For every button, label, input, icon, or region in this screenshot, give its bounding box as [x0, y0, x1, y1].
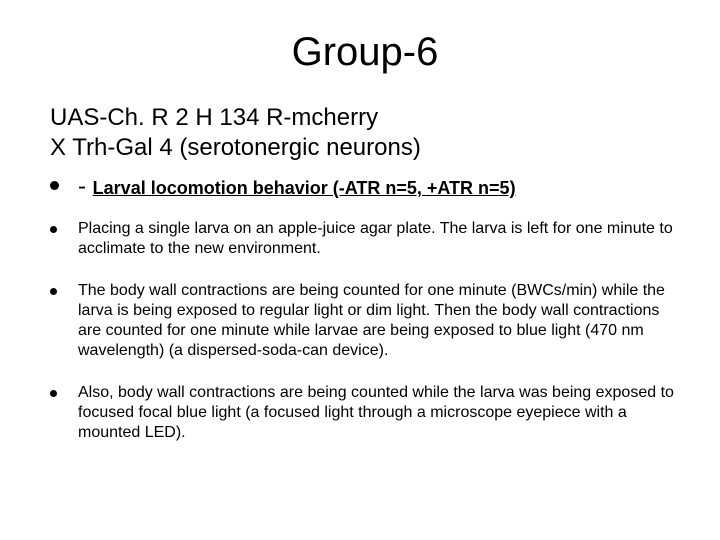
subtitle-line-2: X Trh-Gal 4 (serotonergic neurons) [50, 133, 680, 163]
bullet-2-text: Placing a single larva on an apple-juice… [78, 220, 673, 257]
bullet-4-text: Also, body wall contractions are being c… [78, 384, 674, 441]
bullet-dot-icon [50, 226, 57, 233]
subtitle-line-1: UAS-Ch. R 2 H 134 R-mcherry [50, 103, 680, 133]
bullet-1-dash: - [78, 173, 93, 200]
bullet-item-2: Placing a single larva on an apple-juice… [50, 219, 680, 259]
bullet-1-text: Larval locomotion behavior (-ATR n=5, +A… [93, 178, 516, 198]
bullet-3-text: The body wall contractions are being cou… [78, 282, 665, 359]
slide: Group-6 UAS-Ch. R 2 H 134 R-mcherry X Tr… [0, 0, 720, 540]
bullet-dot-icon [50, 390, 57, 397]
bullet-dot-icon [50, 181, 59, 190]
subtitle-block: UAS-Ch. R 2 H 134 R-mcherry X Trh-Gal 4 … [50, 103, 680, 163]
bullet-item-4: Also, body wall contractions are being c… [50, 383, 680, 443]
slide-title: Group-6 [50, 30, 680, 75]
bullet-item-1: - Larval locomotion behavior (-ATR n=5, … [50, 173, 680, 201]
bullet-dot-icon [50, 288, 57, 295]
bullet-list: - Larval locomotion behavior (-ATR n=5, … [50, 173, 680, 443]
bullet-item-3: The body wall contractions are being cou… [50, 281, 680, 361]
